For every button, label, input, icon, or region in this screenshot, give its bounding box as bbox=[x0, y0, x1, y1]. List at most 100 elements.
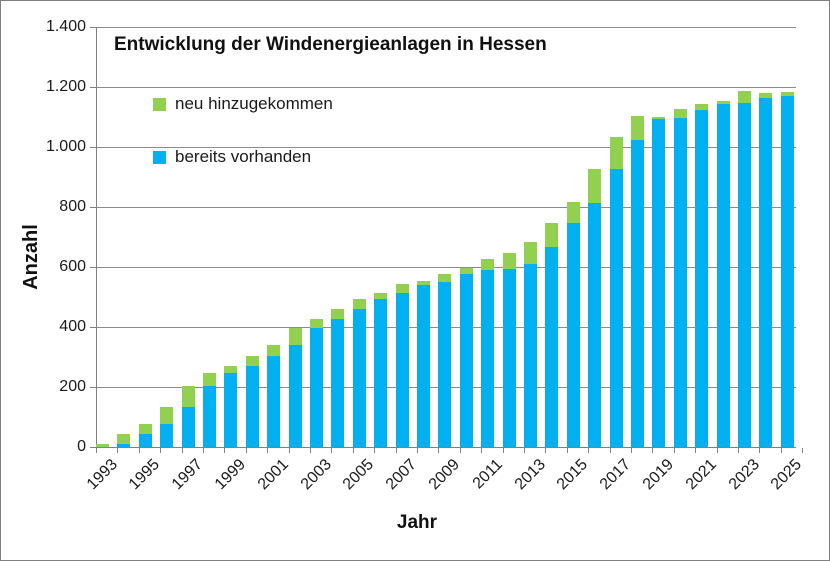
x-tick bbox=[117, 448, 119, 453]
x-tick bbox=[673, 448, 675, 453]
bar-1996-bereits bbox=[160, 423, 174, 447]
y-tick-1.000 bbox=[90, 147, 96, 148]
x-tick-label-2007: 2007 bbox=[382, 456, 421, 494]
bar-2018-bereits bbox=[631, 140, 644, 447]
x-tick bbox=[310, 448, 311, 453]
bar-1995-bereits bbox=[138, 434, 152, 447]
x-tick bbox=[417, 448, 418, 453]
bar-2020-bereits bbox=[673, 117, 687, 447]
x-tick bbox=[566, 448, 568, 453]
legend-label-neu: neu hinzugekommen bbox=[175, 94, 333, 113]
bar-2005-bereits bbox=[352, 308, 366, 447]
x-tick-label-2005: 2005 bbox=[340, 456, 378, 494]
bar-2011-neu bbox=[481, 258, 495, 270]
bar-2019-neu bbox=[652, 117, 666, 119]
bar-2002-bereits bbox=[288, 345, 302, 447]
bar-1995-neu bbox=[138, 423, 152, 435]
x-tick-label-2019: 2019 bbox=[639, 456, 677, 494]
x-tick bbox=[524, 448, 525, 453]
bar-2012-neu bbox=[502, 253, 516, 270]
x-tick bbox=[288, 448, 290, 453]
bar-2013-neu bbox=[524, 241, 537, 264]
bar-2022-bereits bbox=[716, 104, 730, 447]
y-tick-1.200 bbox=[90, 87, 96, 88]
chart-title: Entwicklung der Windenergieanlagen in He… bbox=[114, 34, 547, 55]
bar-2006-neu bbox=[374, 292, 388, 300]
x-tick-label-2017: 2017 bbox=[596, 456, 635, 494]
x-tick-label-1999: 1999 bbox=[211, 456, 249, 494]
y-axis-line bbox=[96, 27, 97, 447]
x-axis-line bbox=[90, 447, 796, 448]
gridline-1.200 bbox=[96, 87, 796, 88]
x-tick bbox=[224, 448, 226, 453]
bar-1999-neu bbox=[224, 366, 238, 373]
y-tick-600 bbox=[90, 267, 96, 268]
x-tick bbox=[695, 448, 697, 453]
x-tick bbox=[609, 448, 611, 453]
bar-2007-bereits bbox=[395, 292, 409, 447]
x-tick-label-2003: 2003 bbox=[297, 456, 335, 494]
bar-1996-neu bbox=[160, 406, 174, 424]
bar-1993-neu bbox=[96, 444, 109, 447]
bar-2012-bereits bbox=[502, 269, 516, 447]
bar-2024-bereits bbox=[759, 98, 773, 447]
x-tick-label-2015: 2015 bbox=[554, 456, 592, 494]
bar-2011-bereits bbox=[481, 270, 495, 447]
legend-swatch-bereits-icon bbox=[153, 150, 166, 164]
y-tick-label-0: 0 bbox=[77, 438, 86, 455]
bar-2001-bereits bbox=[267, 356, 281, 447]
x-tick bbox=[716, 448, 718, 453]
y-tick-label-1.400: 1.400 bbox=[45, 18, 86, 35]
x-tick-label-2009: 2009 bbox=[425, 456, 463, 494]
bar-1994-bereits bbox=[117, 444, 131, 447]
y-tick-label-800: 800 bbox=[59, 198, 86, 215]
x-tick bbox=[352, 448, 354, 453]
x-tick bbox=[652, 448, 654, 453]
x-tick-label-2023: 2023 bbox=[725, 456, 763, 494]
y-tick-label-1.200: 1.200 bbox=[45, 78, 86, 95]
bar-2003-bereits bbox=[310, 328, 323, 447]
bar-2003-neu bbox=[310, 318, 323, 329]
y-tick-label-1.000: 1.000 bbox=[45, 138, 86, 155]
bar-2015-bereits bbox=[566, 222, 580, 447]
y-tick-800 bbox=[90, 207, 96, 208]
bar-2001-neu bbox=[267, 345, 281, 357]
bar-2010-bereits bbox=[459, 274, 473, 447]
x-tick-label-1997: 1997 bbox=[168, 456, 207, 494]
bar-2019-bereits bbox=[652, 118, 666, 447]
bar-2013-bereits bbox=[524, 263, 537, 447]
x-tick bbox=[203, 448, 204, 453]
bar-2023-neu bbox=[738, 90, 751, 103]
x-tick bbox=[780, 448, 782, 453]
bar-2002-neu bbox=[288, 328, 302, 345]
x-tick bbox=[759, 448, 761, 453]
x-tick-label-2021: 2021 bbox=[682, 456, 720, 494]
x-tick bbox=[267, 448, 269, 453]
bar-2022-neu bbox=[716, 101, 730, 105]
x-tick bbox=[802, 448, 804, 453]
bar-2018-neu bbox=[631, 115, 644, 141]
bar-2017-bereits bbox=[609, 169, 623, 447]
x-tick bbox=[160, 448, 162, 453]
bar-2008-neu bbox=[417, 281, 430, 285]
x-tick bbox=[438, 448, 440, 453]
bar-2004-bereits bbox=[331, 318, 345, 447]
bar-2010-neu bbox=[459, 267, 473, 275]
x-tick-label-2001: 2001 bbox=[254, 456, 292, 494]
x-tick bbox=[502, 448, 504, 453]
bar-1999-bereits bbox=[224, 372, 238, 447]
x-tick bbox=[245, 448, 247, 453]
bar-2009-bereits bbox=[438, 282, 452, 447]
bar-2006-bereits bbox=[374, 299, 388, 447]
bar-1997-neu bbox=[181, 386, 195, 407]
y-tick-1.400 bbox=[90, 27, 96, 28]
x-tick bbox=[374, 448, 376, 453]
x-tick-label-1993: 1993 bbox=[83, 456, 121, 494]
bar-2004-neu bbox=[331, 308, 345, 319]
bar-2025-neu bbox=[780, 92, 794, 96]
legend-swatch-neu-icon bbox=[153, 97, 166, 111]
gridline-800 bbox=[96, 207, 796, 208]
x-tick-label-1995: 1995 bbox=[126, 456, 164, 494]
bar-2005-neu bbox=[352, 299, 366, 309]
